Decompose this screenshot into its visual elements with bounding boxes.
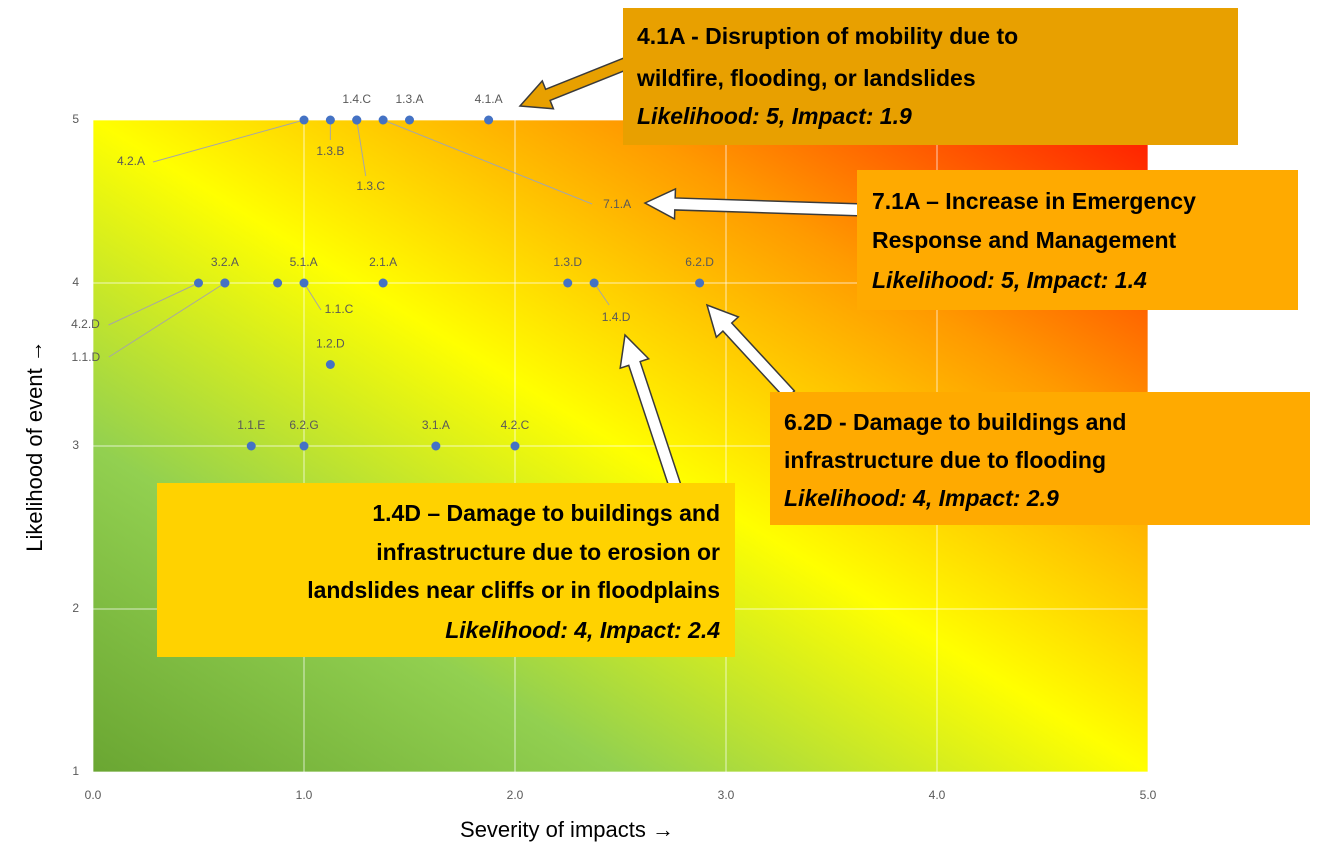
callout-box — [157, 483, 735, 657]
y-axis-title: Likelihood of event → — [22, 340, 47, 552]
callout-arrow — [643, 187, 866, 221]
point-label: 1.1.E — [237, 418, 265, 432]
point — [220, 278, 230, 288]
callout-text: infrastructure due to erosion or — [376, 539, 720, 565]
callout-box — [857, 170, 1298, 310]
leader-line — [356, 119, 367, 177]
point — [352, 115, 362, 125]
callout-arrow — [619, 333, 682, 489]
x-tick-label: 4.0 — [929, 788, 946, 802]
leader-line — [108, 282, 199, 326]
x-tick-label: 5.0 — [1140, 788, 1157, 802]
leader-line — [108, 282, 226, 358]
point-label: 1.1.D — [72, 350, 101, 364]
point — [378, 278, 388, 288]
point-label: 1.1.C — [325, 302, 354, 316]
callout-detail: Likelihood: 4, Impact: 2.9 — [784, 485, 1059, 511]
point-label: 1.4.C — [342, 92, 371, 106]
callout-text: 7.1A – Increase in Emergency — [872, 188, 1196, 214]
point — [431, 441, 441, 451]
point-label: 3.2.A — [211, 255, 239, 269]
point-label: 1.3.A — [395, 92, 423, 106]
callout-box — [770, 392, 1310, 525]
y-tick-label: 2 — [72, 601, 79, 615]
point-label: 4.2.C — [501, 418, 530, 432]
callout-text: infrastructure due to flooding — [784, 447, 1106, 473]
point — [246, 441, 256, 451]
callout-text: wildfire, flooding, or landslides — [636, 65, 976, 91]
point — [299, 441, 309, 451]
x-tick-label: 2.0 — [507, 788, 524, 802]
y-tick-label: 4 — [72, 275, 79, 289]
x-tick-label: 0.0 — [85, 788, 102, 802]
callout-text: 6.2D - Damage to buildings and — [784, 409, 1126, 435]
point-label: 1.2.D — [316, 337, 345, 351]
point-label: 3.1.A — [422, 418, 450, 432]
point-label: 6.2.D — [685, 255, 714, 269]
point — [299, 278, 309, 288]
callout-arrow — [705, 303, 796, 401]
leader-line — [303, 282, 322, 311]
point-label: 1.3.D — [553, 255, 582, 269]
point-label: 7.1.A — [603, 197, 631, 211]
point-label: 4.2.D — [71, 317, 100, 331]
callout-detail: Likelihood: 5, Impact: 1.4 — [872, 267, 1147, 293]
point-label: 1.3.C — [356, 179, 385, 193]
leader-line — [152, 119, 305, 163]
point-label: 1.4.D — [602, 310, 631, 324]
point — [325, 115, 335, 125]
y-tick-label: 1 — [72, 764, 79, 778]
callout-text: landslides near cliffs or in floodplains — [307, 577, 720, 603]
callout-text: 1.4D – Damage to buildings and — [372, 500, 720, 526]
callout-arrow — [518, 55, 634, 110]
point — [510, 441, 520, 451]
point — [273, 278, 283, 288]
callout-text: Response and Management — [872, 227, 1177, 253]
x-axis-title: Severity of impacts → — [460, 817, 674, 842]
y-tick-label: 5 — [72, 112, 79, 126]
point — [589, 278, 599, 288]
point — [378, 115, 388, 125]
point — [563, 278, 573, 288]
point — [325, 360, 335, 369]
point-label: 2.1.A — [369, 255, 397, 269]
point — [299, 115, 309, 125]
callout-box — [623, 8, 1238, 145]
callout-detail: Likelihood: 4, Impact: 2.4 — [445, 617, 720, 643]
callout-detail: Likelihood: 5, Impact: 1.9 — [637, 103, 912, 129]
x-tick-label: 3.0 — [718, 788, 735, 802]
callout-text: 4.1A - Disruption of mobility due to — [637, 23, 1018, 49]
point — [405, 115, 414, 125]
point-label: 4.1.A — [475, 92, 503, 106]
point-label: 5.1.A — [290, 255, 318, 269]
y-tick-label: 3 — [72, 438, 79, 452]
point — [695, 278, 705, 288]
point — [484, 115, 494, 125]
point-label: 4.2.A — [117, 154, 145, 168]
leader-line — [382, 119, 593, 205]
point-label: 6.2.G — [289, 418, 318, 432]
x-tick-label: 1.0 — [296, 788, 313, 802]
point — [194, 278, 203, 288]
point-label: 1.3.B — [316, 144, 344, 158]
